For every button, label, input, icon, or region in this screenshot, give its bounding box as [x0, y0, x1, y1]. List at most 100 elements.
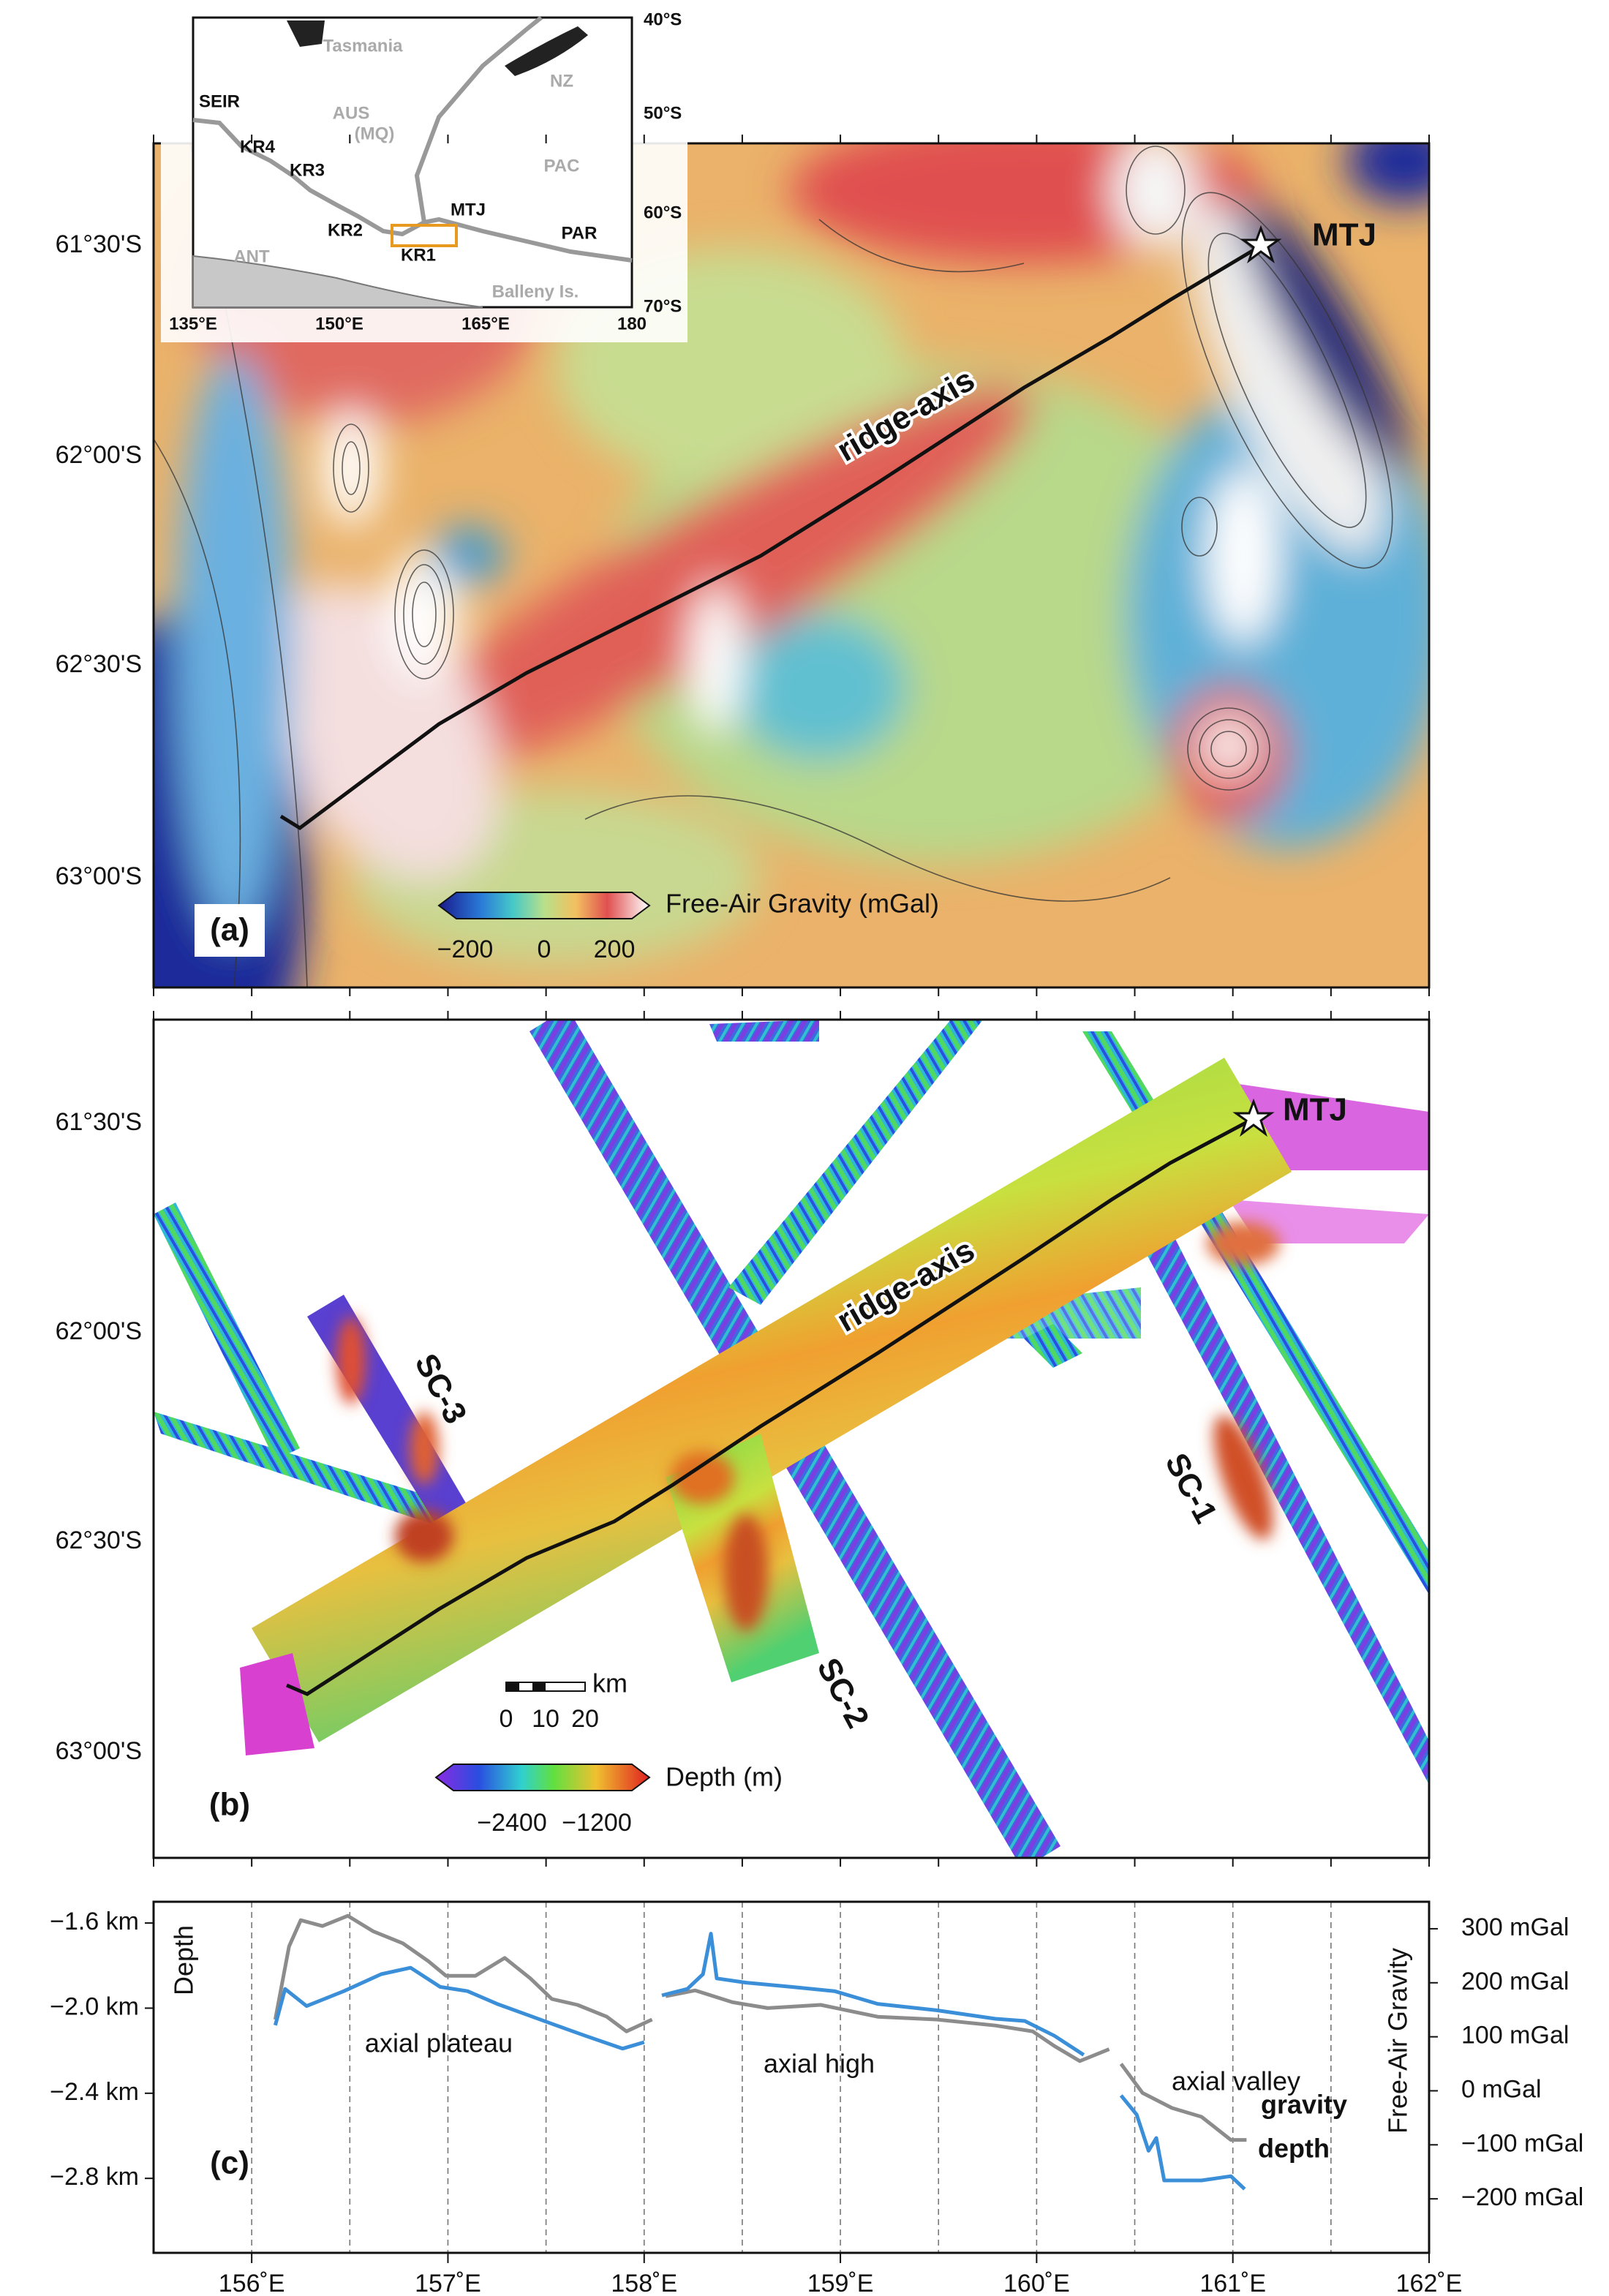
ellipse [1199, 719, 1259, 779]
annotation: axial high [764, 2049, 875, 2079]
lat-label: 63°00'S [56, 1737, 142, 1765]
ellipse [1187, 707, 1270, 791]
x-tick-label: 158˚E [611, 2270, 677, 2296]
ellipse [724, 1514, 768, 1631]
inset-lat: 70°S [644, 296, 682, 316]
ellipse [1181, 497, 1218, 557]
panel-label: (c) [210, 2145, 249, 2181]
ellipse [1126, 146, 1186, 235]
polygon [1229, 1083, 1429, 1170]
path [584, 795, 1171, 902]
path [818, 219, 1025, 273]
polygon [252, 1058, 1292, 1742]
path [192, 255, 483, 308]
y-tick-label: −2.0 km [50, 1992, 139, 2020]
polyline [192, 118, 633, 263]
inset-label: AUS [333, 103, 370, 123]
y-tick-label: −2.4 km [50, 2078, 139, 2106]
scalebar [505, 1682, 586, 1692]
inset-lat: 50°S [644, 103, 682, 123]
g [154, 143, 1393, 987]
polygon [709, 1020, 819, 1042]
ellipse [394, 549, 454, 680]
ellipse [333, 424, 369, 513]
inset-lat: 40°S [644, 10, 682, 29]
inset-label: (MQ) [355, 124, 395, 143]
ellipse [1112, 143, 1199, 249]
x-tick-label: 160˚E [1003, 2270, 1070, 2296]
y-tick-label: −2.8 km [50, 2163, 139, 2191]
inset-lon: 150°E [315, 314, 363, 334]
inset-label: NZ [550, 71, 573, 91]
scale-label: 0 [500, 1705, 513, 1733]
x-tick-label: 161˚E [1199, 2270, 1266, 2296]
lat-label: 61°30'S [56, 1108, 142, 1136]
y2-axis-label: Free-Air Gravity [1383, 1948, 1413, 2134]
inset-map [192, 15, 633, 309]
ellipse [1213, 1415, 1273, 1540]
y-axis-label: Depth [169, 1925, 199, 1995]
lat-label: 63°00'S [56, 862, 142, 890]
ellipse [342, 441, 361, 495]
ellipse [1181, 192, 1393, 569]
polygon [728, 1020, 983, 1305]
ellipse [1346, 143, 1429, 205]
inset-label: KR1 [401, 245, 436, 265]
inset-label: Tasmania [323, 36, 404, 56]
colorbar [434, 1764, 651, 1791]
inset-lat: 60°S [644, 203, 682, 222]
inset-label: PAC [544, 156, 580, 176]
lat-label: 62°30'S [56, 1527, 142, 1554]
profile-chart: 156˚E 157˚E 158˚E 159˚E 160˚E 161˚E 162˚E −1.6 … [50, 1900, 1583, 2296]
colorbar-label: 200 [594, 936, 636, 963]
rect [532, 1682, 546, 1691]
colorbar-label: −200 [437, 936, 494, 963]
ellipse [1207, 1222, 1280, 1265]
scale-unit: km [592, 1668, 628, 1698]
annotation: axial valley [1172, 2066, 1300, 2096]
ellipse [1238, 196, 1409, 477]
x-tick-label: 159˚E [807, 2270, 874, 2296]
inset-label: KR3 [290, 160, 325, 180]
y2-tick-label: 200 mGal [1461, 1968, 1569, 1995]
inset-label: MTJ [451, 200, 486, 219]
ellipse [690, 585, 743, 731]
ellipse [670, 1451, 734, 1504]
series-name: gravity [1261, 2090, 1347, 2120]
series-name: depth [1258, 2134, 1330, 2164]
y2-tick-label: 0 mGal [1461, 2075, 1542, 2103]
inset-label: Balleny Is. [492, 282, 579, 301]
x-tick-label: 157˚E [415, 2270, 481, 2296]
x-tick-label: 162˚E [1396, 2270, 1463, 2296]
star [1240, 225, 1282, 264]
mtj-label: MTJ [1283, 1092, 1347, 1128]
scale-label: 10 [532, 1705, 559, 1733]
ellipse [403, 564, 445, 665]
rect [192, 16, 633, 309]
path [287, 20, 325, 47]
ellipse [322, 410, 380, 527]
inset-label: SEIR [199, 91, 240, 111]
lat-label: 61°30'S [56, 230, 142, 258]
ellipse [410, 1412, 439, 1485]
inset-label: KR2 [328, 220, 363, 240]
inset-lon: 135°E [169, 314, 217, 334]
y2-tick-label: −200 mGal [1461, 2183, 1583, 2211]
polyline [414, 15, 543, 223]
ellipse [412, 581, 437, 647]
bathymetry-map [154, 1020, 1429, 1858]
panel-label: (a) [210, 912, 249, 948]
inset-label: PAR [562, 223, 598, 243]
ellipse [1210, 731, 1247, 767]
polygon [240, 1653, 314, 1755]
ellipse [336, 1317, 366, 1404]
panel-label: (b) [209, 1787, 250, 1823]
lat-label: 62°00'S [56, 1317, 142, 1345]
ellipse [432, 527, 505, 585]
polygon [1229, 1200, 1429, 1243]
x-tick-label: 156˚E [219, 2270, 285, 2296]
ridge-axis-line [279, 244, 1262, 831]
lat-label: 62°30'S [56, 650, 142, 678]
